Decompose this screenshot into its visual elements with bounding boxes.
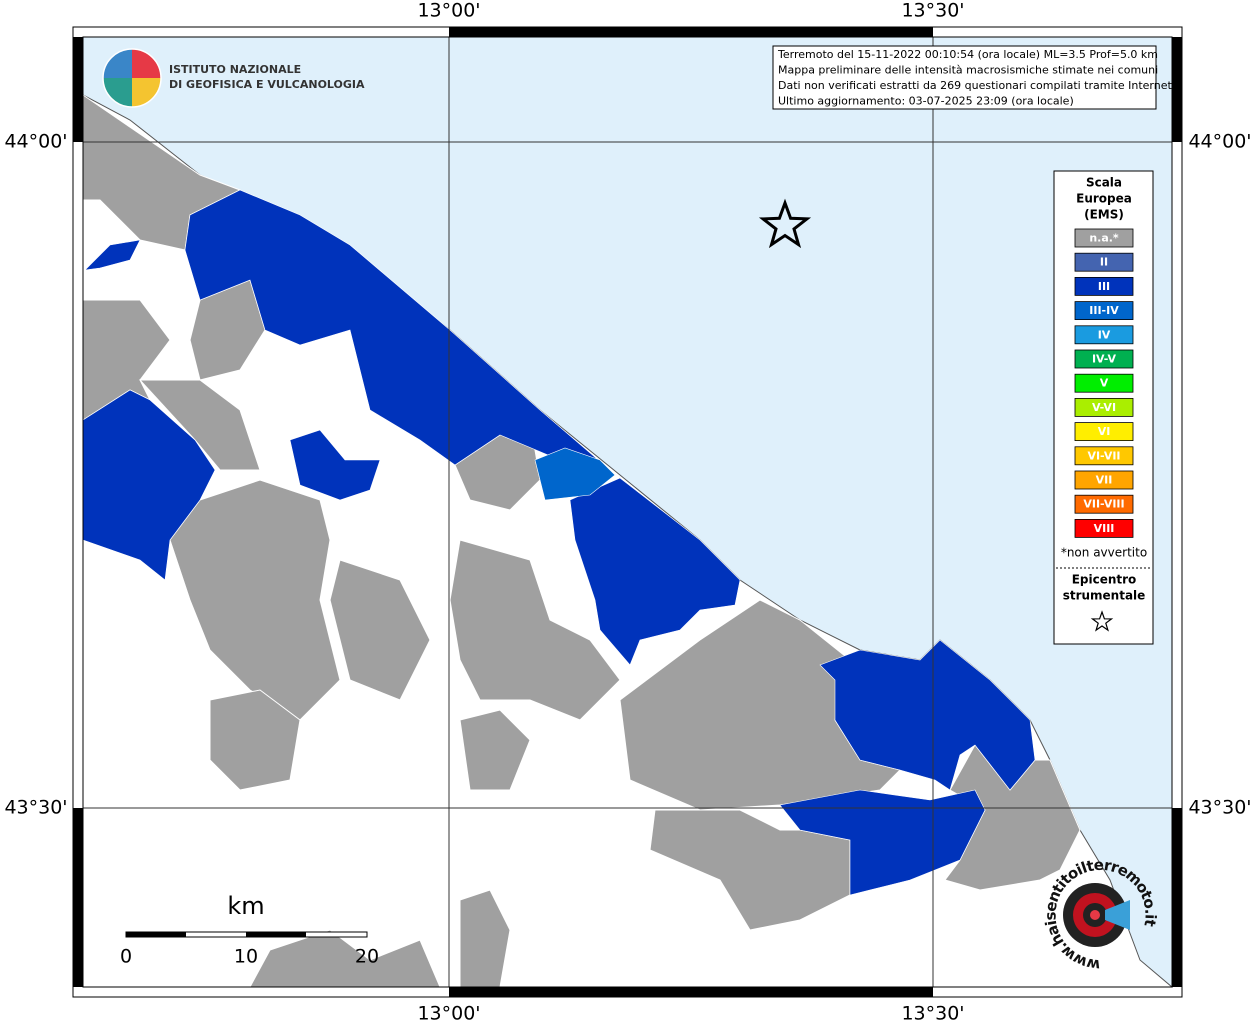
legend-label: n.a.* bbox=[1089, 232, 1119, 245]
legend-label: V-VI bbox=[1092, 401, 1116, 414]
lon-label: 13°30' bbox=[901, 1003, 964, 1024]
epicenter-star bbox=[758, 198, 812, 249]
legend-title: (EMS) bbox=[1084, 208, 1124, 222]
legend-label: VII-VIII bbox=[1083, 498, 1124, 511]
legend-label: IV-V bbox=[1092, 353, 1117, 366]
institute-name: DI GEOFISICA E VULCANOLOGIA bbox=[169, 78, 365, 91]
scale-label: 10 bbox=[234, 946, 258, 968]
institute-name: ISTITUTO NAZIONALE bbox=[169, 63, 301, 76]
legend-title: Europea bbox=[1076, 192, 1132, 206]
legend-swatch bbox=[1074, 228, 1134, 248]
info-box bbox=[772, 45, 1157, 110]
legend-epicenter: Epicentro bbox=[1072, 573, 1137, 587]
lon-label: 13°30' bbox=[901, 0, 964, 22]
legend-swatch bbox=[1074, 494, 1134, 514]
scale-label: 20 bbox=[355, 946, 379, 968]
legend-label: IV bbox=[1098, 328, 1111, 341]
legend-label: V bbox=[1100, 377, 1109, 390]
legend-label: VI bbox=[1098, 425, 1111, 438]
legend-label: II bbox=[1100, 256, 1108, 269]
legend-swatch bbox=[1074, 397, 1134, 417]
ingv-logo: ISTITUTO NAZIONALE DI GEOFISICA E VULCAN… bbox=[102, 48, 365, 108]
inner-frame bbox=[82, 36, 1173, 988]
scale-label: 0 bbox=[120, 946, 132, 968]
legend-label: III-IV bbox=[1089, 304, 1119, 317]
legend-label: III bbox=[1098, 280, 1110, 293]
legend-swatch bbox=[1074, 519, 1134, 538]
legend-swatch bbox=[1074, 349, 1134, 369]
legend-swatch bbox=[1074, 422, 1134, 442]
info-line: Dati non verificati estratti da 269 ques… bbox=[778, 79, 1175, 92]
lon-label: 13°00' bbox=[417, 0, 480, 22]
legend-swatch bbox=[1074, 252, 1134, 272]
scale-unit: km bbox=[227, 892, 264, 920]
legend-title: Scala bbox=[1086, 176, 1122, 190]
legend-star bbox=[1090, 610, 1114, 632]
info-lines: Terremoto del 15-11-2022 00:10:54 (ora l… bbox=[777, 48, 1175, 108]
legend-label: VIII bbox=[1094, 522, 1115, 535]
graticule bbox=[83, 37, 1172, 987]
legend-swatch bbox=[1074, 276, 1134, 296]
legend-label: VII bbox=[1096, 474, 1113, 487]
lat-label: 44°00' bbox=[1188, 131, 1251, 153]
scale-bar: km 0 10 20 bbox=[120, 892, 379, 968]
legend: ScalaEuropea(EMS)n.a.*IIIIIIII-IVIVIV-VV… bbox=[1056, 176, 1151, 632]
info-line: Mappa preliminare delle intensità macros… bbox=[778, 64, 1158, 77]
legend-swatch bbox=[1074, 446, 1134, 466]
legend-epicenter: strumentale bbox=[1063, 589, 1146, 603]
legend-swatch bbox=[1074, 301, 1134, 321]
lat-label: 43°30' bbox=[1188, 797, 1251, 819]
info-line: Ultimo aggiornamento: 03-07-2025 23:09 (… bbox=[778, 95, 1074, 108]
info-line: Terremoto del 15-11-2022 00:10:54 (ora l… bbox=[777, 48, 1158, 61]
legend-note: *non avvertito bbox=[1061, 546, 1147, 560]
legend-swatch bbox=[1074, 325, 1134, 345]
lat-label: 43°30' bbox=[4, 797, 67, 819]
legend-label: VI-VII bbox=[1087, 449, 1120, 462]
frame-bars bbox=[73, 27, 1182, 997]
land bbox=[82, 36, 1173, 989]
lat-label: 44°00' bbox=[4, 131, 67, 153]
legend-swatch bbox=[1074, 470, 1134, 490]
lon-label: 13°00' bbox=[417, 1003, 480, 1024]
legend-swatch bbox=[1074, 373, 1134, 393]
epicenter bbox=[758, 198, 812, 249]
